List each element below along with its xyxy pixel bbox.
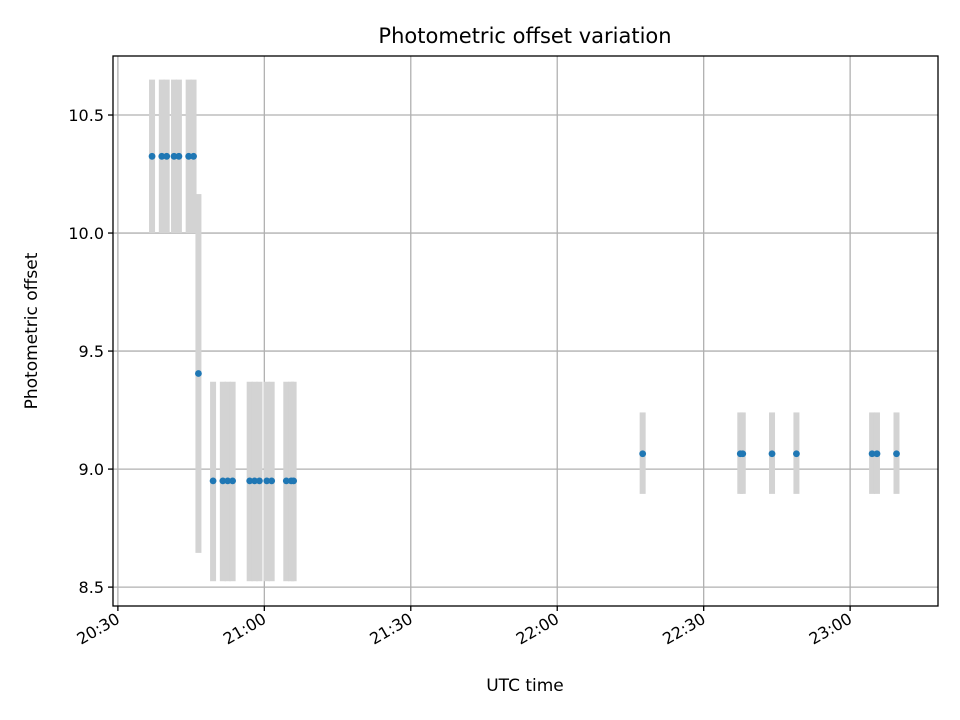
data-point (256, 477, 263, 485)
data-point (209, 477, 217, 485)
data-point (251, 477, 258, 485)
y-tick-label: 9.5 (79, 342, 104, 361)
data-point (195, 370, 202, 377)
data-point-layer (148, 152, 900, 485)
y-tick-label: 8.5 (79, 578, 104, 597)
grid-layer (113, 56, 938, 606)
x-tick-label: 21:30 (366, 609, 415, 649)
plot-frame (112, 55, 939, 607)
data-point (185, 152, 193, 160)
data-point (793, 450, 800, 458)
data-point (282, 477, 290, 485)
data-point (158, 152, 166, 160)
x-tick-label: 21:00 (220, 609, 269, 649)
y-tick-label: 9.0 (79, 460, 104, 479)
data-point (739, 450, 747, 458)
errorbar-layer (149, 79, 900, 582)
data-point (224, 477, 232, 485)
data-point (893, 450, 900, 458)
data-point (768, 450, 776, 458)
data-point (163, 152, 171, 160)
x-tick-label: 22:00 (513, 609, 562, 649)
data-point (873, 450, 881, 458)
x-tick-label: 20:30 (73, 609, 122, 649)
data-point (175, 152, 183, 160)
x-tick-label: 22:30 (659, 609, 708, 649)
data-point (170, 152, 178, 160)
data-point (639, 450, 647, 458)
data-point (263, 477, 271, 485)
y-tick-label: 10.0 (68, 224, 104, 243)
data-point (268, 477, 276, 485)
chart-title: Photometric offset variation (378, 24, 671, 48)
x-axis-label: UTC time (486, 676, 564, 696)
data-point (148, 152, 156, 160)
data-point (246, 477, 254, 485)
x-tick-label: 23:00 (806, 609, 855, 649)
y-axis-label: Photometric offset (22, 252, 42, 409)
y-tick-label: 10.5 (68, 106, 104, 125)
data-point (190, 152, 197, 160)
data-point (290, 477, 298, 485)
data-point (868, 450, 876, 458)
data-point (219, 477, 227, 485)
data-point (229, 477, 237, 485)
